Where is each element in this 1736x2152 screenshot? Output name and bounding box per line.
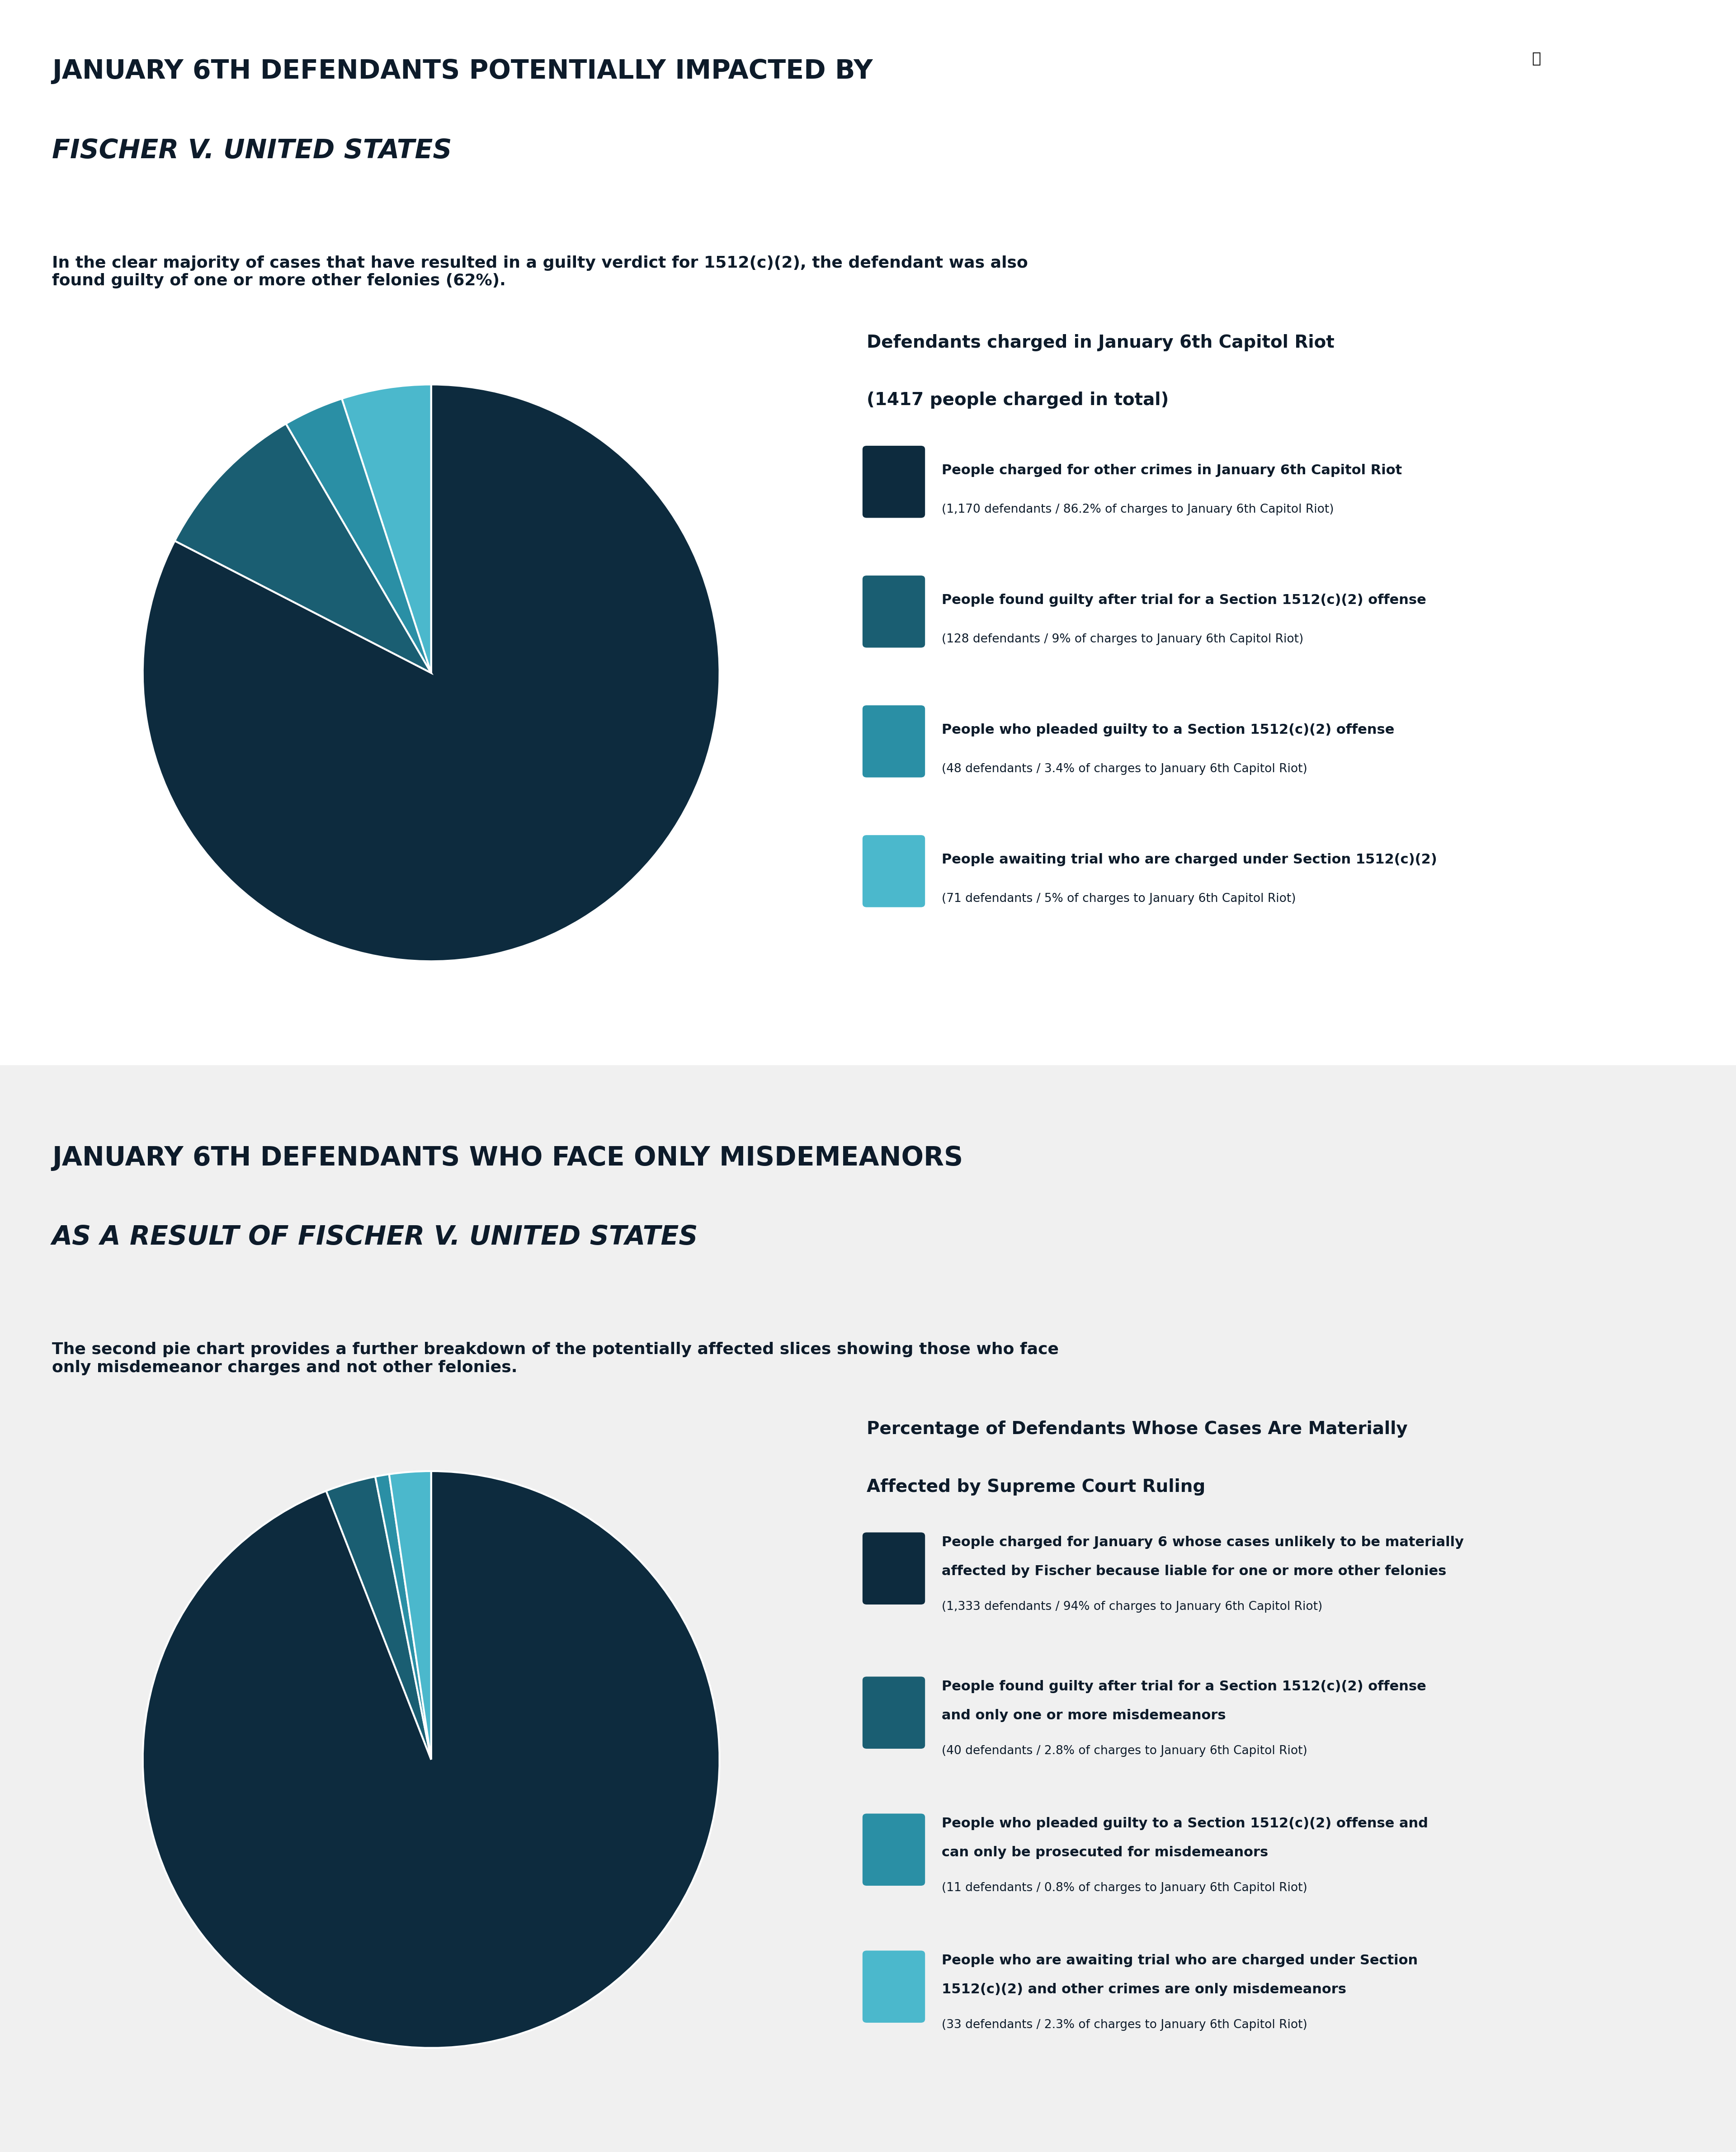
FancyBboxPatch shape: [863, 835, 925, 908]
FancyBboxPatch shape: [863, 445, 925, 519]
Text: (128 defendants / 9% of charges to January 6th Capitol Riot): (128 defendants / 9% of charges to Janua…: [941, 633, 1304, 646]
Wedge shape: [142, 385, 719, 962]
FancyBboxPatch shape: [863, 1532, 925, 1605]
Wedge shape: [342, 385, 431, 674]
Text: and only one or more misdemeanors: and only one or more misdemeanors: [941, 1709, 1226, 1722]
Text: JUST: JUST: [1514, 82, 1559, 99]
Text: 🏛: 🏛: [1531, 49, 1542, 65]
Text: Percentage of Defendants Whose Cases Are Materially: Percentage of Defendants Whose Cases Are…: [866, 1420, 1408, 1438]
Text: (71 defendants / 5% of charges to January 6th Capitol Riot): (71 defendants / 5% of charges to Januar…: [941, 893, 1297, 904]
Text: The second pie chart provides a further breakdown of the potentially affected sl: The second pie chart provides a further …: [52, 1343, 1059, 1375]
FancyBboxPatch shape: [863, 1676, 925, 1750]
FancyBboxPatch shape: [863, 1950, 925, 2023]
Text: can only be prosecuted for misdemeanors: can only be prosecuted for misdemeanors: [941, 1846, 1269, 1859]
Text: People who pleaded guilty to a Section 1512(c)(2) offense: People who pleaded guilty to a Section 1…: [941, 723, 1394, 736]
Text: (33 defendants / 2.3% of charges to January 6th Capitol Riot): (33 defendants / 2.3% of charges to Janu…: [941, 2019, 1307, 2031]
Text: Defendants charged in January 6th Capitol Riot: Defendants charged in January 6th Capito…: [866, 334, 1335, 351]
Text: People found guilty after trial for a Section 1512(c)(2) offense: People found guilty after trial for a Se…: [941, 594, 1427, 607]
Text: People found guilty after trial for a Section 1512(c)(2) offense: People found guilty after trial for a Se…: [941, 1681, 1427, 1694]
Wedge shape: [326, 1476, 431, 1760]
Wedge shape: [389, 1472, 431, 1760]
Text: In the clear majority of cases that have resulted in a guilty verdict for 1512(c: In the clear majority of cases that have…: [52, 256, 1028, 288]
Text: (40 defendants / 2.8% of charges to January 6th Capitol Riot): (40 defendants / 2.8% of charges to Janu…: [941, 1745, 1307, 1756]
Text: People awaiting trial who are charged under Section 1512(c)(2): People awaiting trial who are charged un…: [941, 852, 1437, 867]
Text: JANUARY 6TH DEFENDANTS WHO FACE ONLY MISDEMEANORS: JANUARY 6TH DEFENDANTS WHO FACE ONLY MIS…: [52, 1145, 963, 1171]
FancyBboxPatch shape: [863, 706, 925, 777]
Text: SECURITY: SECURITY: [1502, 129, 1571, 142]
Wedge shape: [175, 424, 431, 674]
Text: People charged for January 6 whose cases unlikely to be materially: People charged for January 6 whose cases…: [941, 1537, 1463, 1549]
Text: People who pleaded guilty to a Section 1512(c)(2) offense and: People who pleaded guilty to a Section 1…: [941, 1816, 1429, 1831]
Text: JANUARY 6TH DEFENDANTS POTENTIALLY IMPACTED BY: JANUARY 6TH DEFENDANTS POTENTIALLY IMPAC…: [52, 58, 873, 84]
Wedge shape: [375, 1474, 431, 1760]
Text: FISCHER V. UNITED STATES: FISCHER V. UNITED STATES: [52, 138, 451, 164]
Text: (48 defendants / 3.4% of charges to January 6th Capitol Riot): (48 defendants / 3.4% of charges to Janu…: [941, 764, 1307, 775]
Text: affected by Fischer because liable for one or more other felonies: affected by Fischer because liable for o…: [941, 1565, 1446, 1577]
Text: People who are awaiting trial who are charged under Section: People who are awaiting trial who are ch…: [941, 1954, 1418, 1967]
Wedge shape: [286, 398, 431, 674]
Text: (1,333 defendants / 94% of charges to January 6th Capitol Riot): (1,333 defendants / 94% of charges to Ja…: [941, 1601, 1323, 1612]
Wedge shape: [142, 1472, 719, 2049]
Text: Affected by Supreme Court Ruling: Affected by Supreme Court Ruling: [866, 1478, 1205, 1496]
Text: (1417 people charged in total): (1417 people charged in total): [866, 392, 1168, 409]
Text: AS A RESULT OF FISCHER V. UNITED STATES: AS A RESULT OF FISCHER V. UNITED STATES: [52, 1224, 698, 1250]
Text: (1,170 defendants / 86.2% of charges to January 6th Capitol Riot): (1,170 defendants / 86.2% of charges to …: [941, 504, 1333, 514]
Text: People charged for other crimes in January 6th Capitol Riot: People charged for other crimes in Janua…: [941, 465, 1403, 478]
FancyBboxPatch shape: [863, 575, 925, 648]
FancyBboxPatch shape: [863, 1814, 925, 1885]
Text: (11 defendants / 0.8% of charges to January 6th Capitol Riot): (11 defendants / 0.8% of charges to Janu…: [941, 1883, 1307, 1894]
Text: 1512(c)(2) and other crimes are only misdemeanors: 1512(c)(2) and other crimes are only mis…: [941, 1982, 1347, 1997]
